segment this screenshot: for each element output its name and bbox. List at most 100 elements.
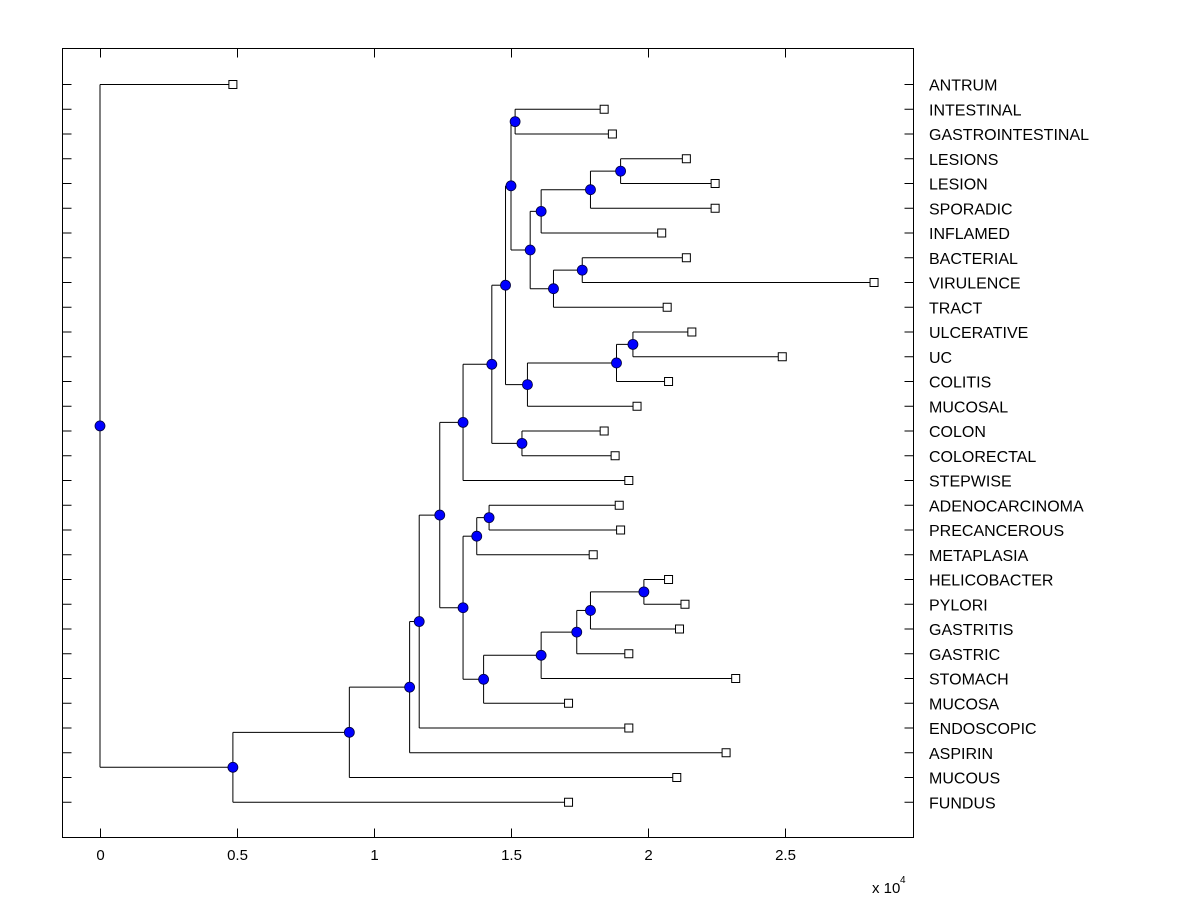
leaf-labels: ANTRUM INTESTINAL GASTROINTESTINAL LESIONS L… — [929, 78, 1089, 813]
leaf-label: HELICOBACTER — [929, 573, 1053, 590]
leaf-label: ENDOSCOPIC — [929, 721, 1037, 738]
x-ticks — [100, 48, 786, 838]
leaf-label: VIRULENCE — [929, 276, 1021, 293]
leaf-label: INTESTINAL — [929, 102, 1022, 119]
leaf-label: SPORADIC — [929, 201, 1013, 218]
y-ticks — [62, 84, 914, 803]
internal-node — [457, 416, 469, 428]
leaf-label: COLITIS — [929, 375, 991, 392]
x-multiplier-exponent: 4 — [900, 875, 906, 886]
leaf-label: FUNDUS — [929, 795, 996, 812]
leaf-marker — [657, 228, 667, 238]
leaf-marker — [624, 723, 634, 733]
leaf-markers — [228, 80, 879, 807]
leaf-marker — [616, 525, 626, 535]
leaf-marker — [614, 500, 624, 510]
leaf-marker — [681, 253, 691, 263]
internal-node — [483, 512, 495, 524]
leaf-label: ASPIRIN — [929, 746, 993, 763]
leaf-label: STOMACH — [929, 672, 1009, 689]
leaf-marker — [687, 327, 697, 337]
x-tick-label: 2 — [644, 847, 652, 864]
leaf-label: GASTROINTESTINAL — [929, 127, 1089, 144]
leaf-label: INFLAMED — [929, 226, 1010, 243]
internal-node — [343, 726, 355, 738]
leaf-marker — [681, 154, 691, 164]
internal-node — [535, 649, 547, 661]
leaf-label: COLON — [929, 424, 986, 441]
leaf-label: GASTRITIS — [929, 622, 1013, 639]
leaf-marker — [632, 401, 642, 411]
internal-node — [611, 357, 622, 369]
internal-node — [548, 283, 559, 295]
internal-node — [94, 420, 106, 432]
leaf-marker — [610, 451, 620, 461]
internal-node — [571, 626, 583, 638]
internal-node — [509, 116, 521, 128]
internal-node — [404, 681, 416, 693]
leaf-label: METAPLASIA — [929, 548, 1029, 565]
internal-node — [478, 673, 490, 685]
internal-node — [638, 586, 650, 598]
leaf-marker — [710, 203, 720, 213]
leaf-marker — [599, 104, 609, 114]
plot-frame — [62, 48, 914, 838]
leaf-label: STEPWISE — [929, 474, 1012, 491]
leaf-marker — [721, 748, 731, 758]
leaf-label: LESIONS — [929, 152, 998, 169]
internal-node — [576, 264, 588, 276]
leaf-marker — [710, 179, 720, 188]
x-tick-label: 1 — [370, 847, 378, 864]
internal-node — [457, 602, 469, 614]
internal-node — [486, 358, 498, 370]
internal-node — [471, 530, 483, 542]
internal-node — [627, 338, 639, 350]
leaf-marker — [599, 426, 609, 436]
leaf-marker — [664, 377, 674, 386]
internal-node — [585, 605, 596, 616]
leaf-marker — [228, 80, 238, 89]
leaf-label: MUCOSAL — [929, 399, 1008, 416]
leaf-label: TRACT — [929, 300, 983, 317]
x-tick-label: 0 — [96, 847, 104, 864]
x-tick-label: 0.5 — [227, 847, 248, 864]
leaf-label: ULCERATIVE — [929, 325, 1028, 342]
internal-node — [522, 379, 533, 390]
leaf-label: BACTERIAL — [929, 251, 1018, 268]
internal-node — [505, 180, 517, 192]
leaf-marker — [624, 649, 634, 659]
leaf-marker — [675, 624, 685, 634]
leaf-marker — [869, 278, 879, 287]
leaf-marker — [662, 302, 672, 312]
x-multiplier-label: x 10 — [872, 880, 900, 897]
leaf-label: ADENOCARCINOMA — [929, 498, 1084, 515]
leaf-marker — [672, 773, 682, 782]
leaf-marker — [564, 797, 574, 807]
leaf-label: LESION — [929, 177, 988, 194]
leaf-label: ANTRUM — [929, 78, 997, 95]
x-tick-label: 2.5 — [775, 847, 796, 864]
internal-node — [227, 761, 239, 773]
leaf-label: PRECANCEROUS — [929, 523, 1064, 540]
leaf-label: GASTRIC — [929, 647, 1000, 664]
x-tick-labels: 0 0.5 1 1.5 2 2.5 — [96, 847, 796, 864]
internal-node — [524, 244, 536, 256]
internal-node — [516, 437, 528, 449]
leaf-marker — [588, 550, 598, 560]
leaf-label: UC — [929, 350, 952, 367]
leaf-label: MUCOSA — [929, 696, 1000, 713]
leaf-marker — [777, 352, 787, 362]
internal-node — [500, 279, 511, 291]
leaf-marker — [680, 599, 690, 609]
x-tick-label: 1.5 — [501, 847, 522, 864]
leaf-label: COLORECTAL — [929, 449, 1036, 466]
internal-node — [615, 165, 626, 177]
leaf-label: MUCOUS — [929, 771, 1000, 788]
internal-node — [434, 509, 446, 521]
leaf-marker — [564, 698, 574, 708]
leaf-marker — [624, 476, 634, 485]
internal-node — [585, 184, 596, 196]
leaf-marker — [731, 674, 741, 683]
internal-nodes — [94, 116, 650, 773]
